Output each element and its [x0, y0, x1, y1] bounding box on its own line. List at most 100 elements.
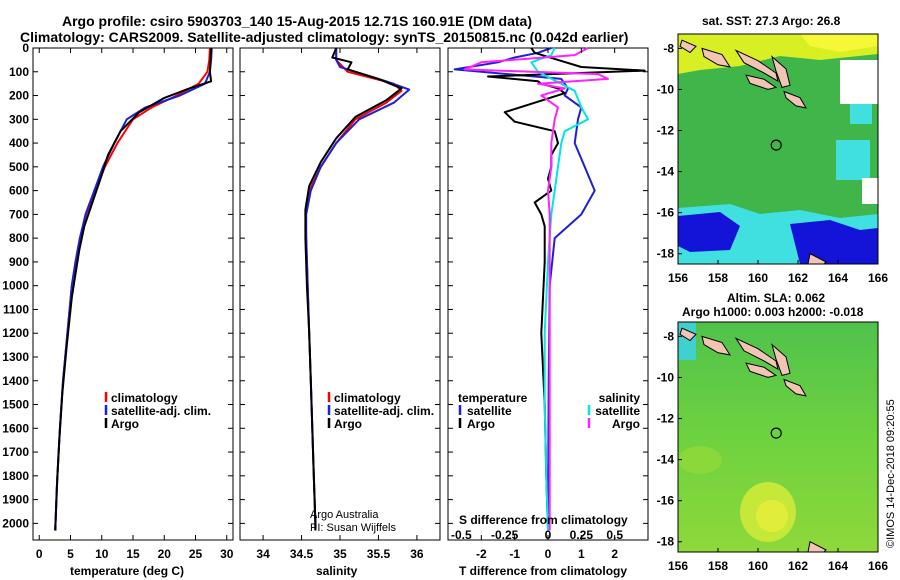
sst-warmest: [800, 34, 878, 52]
temperature-xlabel: temperature (deg C): [70, 564, 184, 578]
temperature-panel: 0 5 10 15 20 25 30 010020030040050060070080090…: [2, 41, 648, 578]
map-xtick-label: 156: [668, 271, 688, 285]
legend-entry: Argo: [334, 417, 362, 431]
sst-cool-patch-2: [836, 140, 870, 180]
sst-land: [679, 39, 827, 264]
t-difference-xlabel: T difference from climatology: [459, 564, 627, 578]
xtick-label: 34: [256, 547, 270, 561]
title-line2: Climatology: CARS2009. Satellite-adjuste…: [20, 29, 628, 45]
map-ytick-label: -8: [663, 329, 674, 343]
imos-watermark: ©IMOS 14-Dec-2018 09:20:55: [885, 399, 897, 548]
sst-map-xticks: 156 158 160 162 164 166: [668, 260, 888, 285]
depth-tick-label: 300: [9, 112, 29, 126]
xtick-label: 20: [158, 547, 172, 561]
depth-tick-label: 0: [22, 41, 29, 55]
sst-cool-patch: [850, 104, 872, 124]
island: [679, 39, 697, 54]
map-ytick-label: -8: [663, 41, 674, 55]
credit-line2: PI: Susan Wijffels: [310, 522, 396, 534]
difference-xticks: -2 -1 0 1 2: [476, 48, 618, 561]
depth-tick-label: 1600: [2, 421, 29, 435]
xtick-label: 1: [578, 547, 585, 561]
depth-tick-label: 1800: [2, 469, 29, 483]
sla-cyan-patch: [678, 322, 696, 360]
island: [701, 335, 732, 356]
island: [701, 47, 732, 68]
depth-tick-label: 600: [9, 184, 29, 198]
map-ytick-label: -14: [657, 165, 675, 179]
depth-tick-label: 1100: [3, 302, 29, 316]
salinity-diff-tick-label: 0.5: [606, 528, 623, 542]
sla-land: [679, 327, 827, 552]
depth-tick-label: 500: [9, 160, 29, 174]
map-ytick-label: -14: [657, 453, 675, 467]
salinity-diff-tick-label: -0.5: [451, 528, 472, 542]
map-ytick-label: -16: [657, 494, 675, 508]
temperature-frame: [32, 47, 234, 541]
map-xtick-label: 162: [788, 271, 808, 285]
island: [734, 337, 779, 371]
depth-tick-label: 700: [9, 207, 29, 221]
depth-tick-label: 1500: [2, 398, 29, 412]
sst-map: sat. SST: 27.3 Argo: 26.8 156 158 160 162 16…: [657, 14, 889, 285]
difference-legend: temperature salinitysatelliteArgosatellit…: [458, 391, 640, 431]
depth-yticks: 0 100 200 300 400 500 600 700 800 900 1000 1100 1200…: [2, 41, 648, 530]
depth-tick-label: 1400: [2, 374, 29, 388]
salinity-argo-line: [304, 47, 403, 531]
map-ytick-label: -12: [657, 124, 675, 138]
sst-missing-patch-2: [862, 178, 878, 204]
island: [783, 378, 807, 397]
xtick-label: 5: [67, 547, 74, 561]
sla-warm-blob: [678, 446, 722, 474]
map-xtick-label: 166: [868, 271, 888, 285]
island: [807, 252, 827, 264]
legend-entry: Argo: [612, 417, 640, 431]
legend-entry: climatology: [334, 391, 401, 405]
map-xtick-label: 166: [868, 559, 888, 573]
map-xtick-label: 156: [668, 559, 688, 573]
island: [807, 540, 827, 552]
salinity-diff-tick-label: 0: [545, 528, 552, 542]
depth-tick-label: 1000: [2, 279, 29, 293]
salinity-satellite-adj-clim--line: [305, 48, 411, 531]
difference-temperature-argo-line: [487, 47, 646, 531]
map-ytick-label: -16: [657, 206, 675, 220]
map-xtick-label: 162: [788, 559, 808, 573]
legend-entry: satellite-adj. clim.: [334, 404, 434, 418]
difference-panel: -2 -1 0 1 2 -0.5 -0.25 0 0.25 0.5 S difference f…: [447, 47, 649, 578]
legend-title-salinity: salinity: [599, 391, 641, 405]
map-xtick-label: 158: [708, 559, 728, 573]
legend-entry: satellite-adj. clim.: [111, 404, 211, 418]
sla-map: Altim. SLA: 0.062 Argo h1000: 0.003 h200…: [657, 291, 889, 573]
difference-salinity-argo-line: [463, 47, 609, 531]
sst-map-frame: [677, 33, 879, 265]
xtick-label: 30: [220, 547, 234, 561]
legend-entry: Argo: [111, 417, 139, 431]
sla-map-yticks: -8 -10 -12 -14 -16 -18: [657, 329, 682, 549]
xtick-label: -1: [509, 547, 520, 561]
legend-entry: satellite: [595, 404, 640, 418]
island: [679, 327, 697, 342]
depth-tick-label: 1200: [2, 326, 29, 340]
map-ytick-label: -10: [657, 82, 675, 96]
sst-missing-patch: [840, 60, 878, 104]
s-difference-label: S difference from climatology: [459, 513, 628, 527]
xtick-label: 0: [36, 547, 43, 561]
sla-map-xticks: 156 158 160 162 164 166: [668, 548, 888, 573]
map-xtick-label: 164: [828, 559, 848, 573]
salinity-xlabel: salinity: [316, 564, 358, 578]
sst-map-title: sat. SST: 27.3 Argo: 26.8: [702, 14, 841, 28]
salinity-curves: [304, 47, 411, 531]
depth-tick-label: 200: [9, 89, 29, 103]
xtick-label: 25: [189, 547, 203, 561]
depth-tick-label: 1700: [2, 445, 29, 459]
difference-curves: [453, 47, 646, 531]
salinity-difference-ticks: -0.5 -0.25 0 0.25 0.5: [451, 528, 623, 542]
sla-highest-blob: [756, 500, 788, 532]
salinity-diff-tick-label: 0.25: [570, 528, 594, 542]
xtick-label: 35: [333, 547, 347, 561]
depth-tick-label: 1300: [2, 350, 29, 364]
